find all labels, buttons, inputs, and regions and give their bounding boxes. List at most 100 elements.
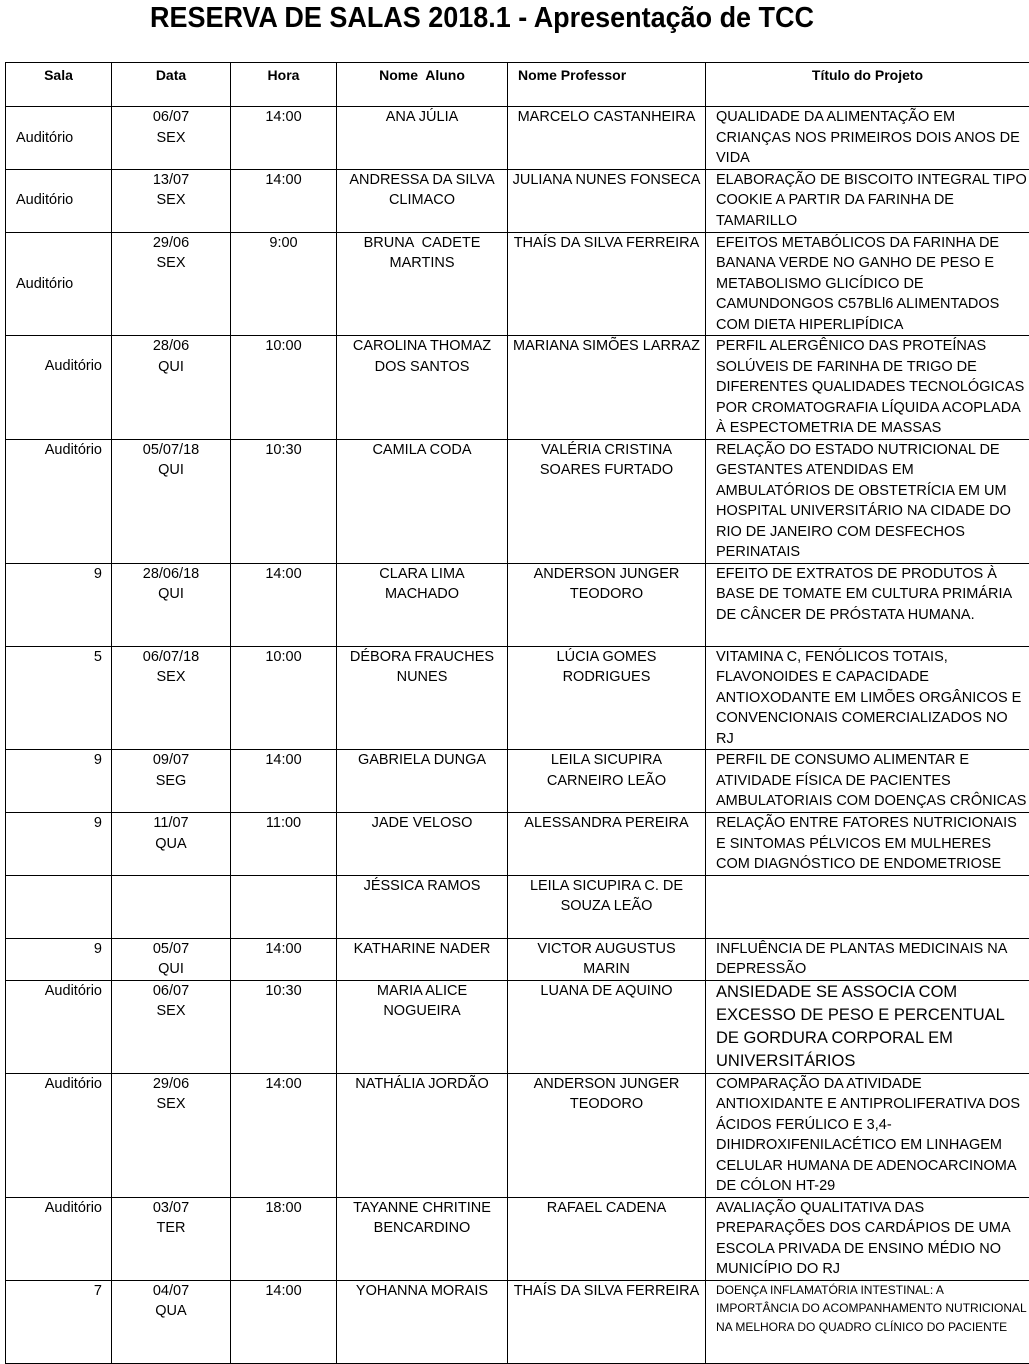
- cell-titulo: EFEITO DE EXTRATOS DE PRODUTOS À BASE DE…: [706, 563, 1029, 646]
- cell-data: 09/07 SEG: [112, 750, 231, 813]
- cell-hora: 14:00: [231, 169, 337, 232]
- cell-professor: ANDERSON JUNGER TEODORO: [508, 563, 706, 646]
- header-sala: Sala: [6, 63, 112, 107]
- cell-aluno: MARIA ALICE NOGUEIRA: [337, 980, 508, 1073]
- cell-professor: MARCELO CASTANHEIRA: [508, 107, 706, 170]
- cell-sala: Auditório: [6, 439, 112, 563]
- header-aluno: Nome Aluno: [337, 63, 508, 107]
- cell-professor: LEILA SICUPIRA C. DE SOUZA LEÃO: [508, 875, 706, 938]
- page-title: RESERVA DE SALAS 2018.1 - Apresentação d…: [34, 2, 931, 35]
- header-hora: Hora: [231, 63, 337, 107]
- cell-titulo: PERFIL DE CONSUMO ALIMENTAR E ATIVIDADE …: [706, 750, 1029, 813]
- cell-aluno: GABRIELA DUNGA: [337, 750, 508, 813]
- cell-hora: 14:00: [231, 1073, 337, 1197]
- cell-titulo: ANSIEDADE SE ASSOCIA COM EXCESSO DE PESO…: [706, 980, 1029, 1073]
- cell-data: 28/06 QUI: [112, 336, 231, 440]
- cell-titulo: AVALIAÇÃO QUALITATIVA DAS PREPARAÇÕES DO…: [706, 1197, 1029, 1280]
- cell-titulo: QUALIDADE DA ALIMENTAÇÃO EM CRIANÇAS NOS…: [706, 107, 1029, 170]
- cell-aluno: ANDRESSA DA SILVA CLIMACO: [337, 169, 508, 232]
- cell-aluno: JÉSSICA RAMOS: [337, 875, 508, 938]
- cell-hora: 10:30: [231, 439, 337, 563]
- cell-hora: 10:00: [231, 336, 337, 440]
- cell-aluno: TAYANNE CHRITINE BENCARDINO: [337, 1197, 508, 1280]
- header-titulo: Título do Projeto: [706, 63, 1029, 107]
- cell-data: 06/07 SEX: [112, 107, 231, 170]
- cell-aluno: BRUNA CADETE MARTINS: [337, 232, 508, 336]
- cell-professor: LUANA DE AQUINO: [508, 980, 706, 1073]
- cell-hora: 14:00: [231, 563, 337, 646]
- cell-professor: THAÍS DA SILVA FERREIRA: [508, 232, 706, 336]
- cell-data: 28/06/18 QUI: [112, 563, 231, 646]
- cell-data: 03/07 TER: [112, 1197, 231, 1280]
- cell-data: 05/07 QUI: [112, 938, 231, 980]
- cell-sala: Auditório: [6, 1197, 112, 1280]
- cell-sala: Auditório: [6, 232, 112, 336]
- cell-aluno: YOHANNA MORAIS: [337, 1280, 508, 1363]
- cell-hora: 9:00: [231, 232, 337, 336]
- cell-titulo: [706, 875, 1029, 938]
- cell-hora: 14:00: [231, 750, 337, 813]
- cell-data: 29/06 SEX: [112, 1073, 231, 1197]
- cell-titulo: INFLUÊNCIA DE PLANTAS MEDICINAIS NA DEPR…: [706, 938, 1029, 980]
- cell-data: 06/07/18 SEX: [112, 646, 231, 750]
- cell-sala: Auditório: [6, 980, 112, 1073]
- cell-hora: 18:00: [231, 1197, 337, 1280]
- cell-titulo: VITAMINA C, FENÓLICOS TOTAIS, FLAVONOIDE…: [706, 646, 1029, 750]
- cell-aluno: DÉBORA FRAUCHES NUNES: [337, 646, 508, 750]
- cell-professor: THAÍS DA SILVA FERREIRA: [508, 1280, 706, 1363]
- cell-titulo: ELABORAÇÃO DE BISCOITO INTEGRAL TIPO COO…: [706, 169, 1029, 232]
- cell-hora: [231, 875, 337, 938]
- cell-sala: 9: [6, 750, 112, 813]
- cell-aluno: ANA JÚLIA: [337, 107, 508, 170]
- cell-sala: [6, 875, 112, 938]
- cell-data: 05/07/18 QUI: [112, 439, 231, 563]
- cell-titulo: RELAÇÃO DO ESTADO NUTRICIONAL DE GESTANT…: [706, 439, 1029, 563]
- cell-data: 04/07 QUA: [112, 1280, 231, 1363]
- cell-titulo: DOENÇA INFLAMATÓRIA INTESTINAL: A IMPORT…: [706, 1280, 1029, 1363]
- cell-sala: 9: [6, 813, 112, 876]
- table-header-row: Sala Data Hora Nome Aluno Nome Professor…: [6, 63, 1029, 107]
- cell-professor: MARIANA SIMÕES LARRAZ: [508, 336, 706, 440]
- cell-sala: 9: [6, 563, 112, 646]
- header-professor: Nome Professor: [508, 63, 706, 107]
- cell-hora: 14:00: [231, 1280, 337, 1363]
- cell-hora: 11:00: [231, 813, 337, 876]
- cell-titulo: RELAÇÃO ENTRE FATORES NUTRICIONAIS E SIN…: [706, 813, 1029, 876]
- cell-professor: LEILA SICUPIRA CARNEIRO LEÃO: [508, 750, 706, 813]
- cell-professor: VALÉRIA CRISTINA SOARES FURTADO: [508, 439, 706, 563]
- cell-sala: Auditório: [6, 169, 112, 232]
- cell-sala: 7: [6, 1280, 112, 1363]
- cell-sala: Auditório: [6, 336, 112, 440]
- cell-data: 11/07 QUA: [112, 813, 231, 876]
- cell-professor: JULIANA NUNES FONSECA: [508, 169, 706, 232]
- cell-aluno: JADE VELOSO: [337, 813, 508, 876]
- cell-sala: Auditório: [6, 107, 112, 170]
- room-reservation-table: Sala Data Hora Nome Aluno Nome Professor…: [5, 62, 1029, 1364]
- cell-aluno: CAROLINA THOMAZ DOS SANTOS: [337, 336, 508, 440]
- cell-hora: 14:00: [231, 938, 337, 980]
- cell-aluno: KATHARINE NADER: [337, 938, 508, 980]
- cell-titulo: COMPARAÇÃO DA ATIVIDADE ANTIOXIDANTE E A…: [706, 1073, 1029, 1197]
- cell-professor: ALESSANDRA PEREIRA: [508, 813, 706, 876]
- cell-titulo: PERFIL ALERGÊNICO DAS PROTEÍNAS SOLÚVEIS…: [706, 336, 1029, 440]
- cell-sala: 5: [6, 646, 112, 750]
- cell-professor: VICTOR AUGUSTUS MARIN: [508, 938, 706, 980]
- cell-professor: ANDERSON JUNGER TEODORO: [508, 1073, 706, 1197]
- cell-sala: 9: [6, 938, 112, 980]
- cell-hora: 10:00: [231, 646, 337, 750]
- cell-aluno: NATHÁLIA JORDÃO: [337, 1073, 508, 1197]
